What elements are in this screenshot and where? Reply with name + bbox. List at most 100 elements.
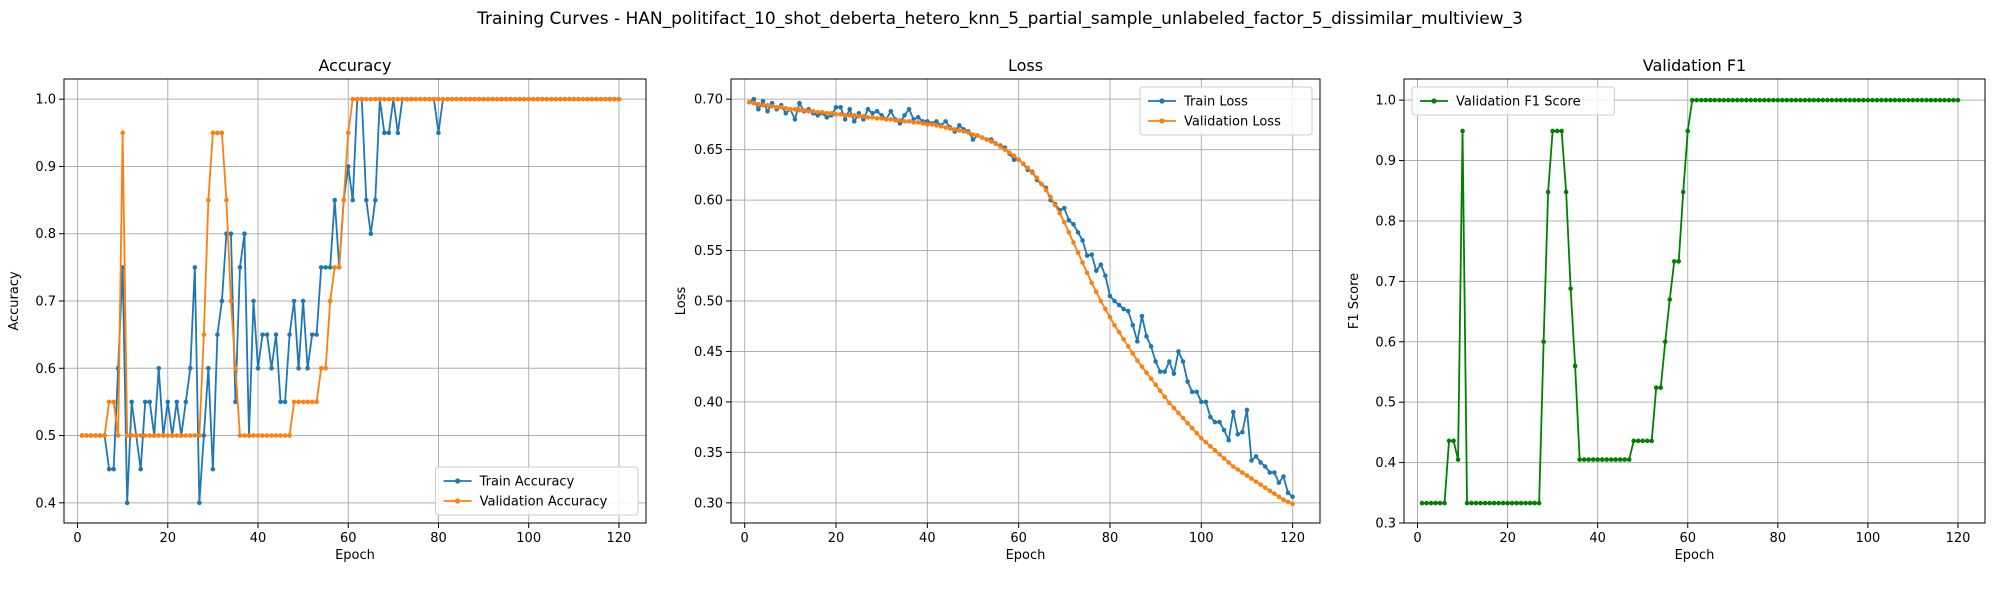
validation-accuracy-point bbox=[567, 96, 572, 102]
validation-f1-score-point bbox=[1446, 438, 1452, 444]
train-accuracy-point bbox=[287, 332, 292, 337]
validation-f1-score-point bbox=[1942, 97, 1947, 103]
validation-accuracy-point bbox=[318, 365, 324, 371]
validation-loss-point bbox=[1148, 376, 1154, 382]
validation-f1-score-point bbox=[1793, 97, 1799, 103]
train-loss-legend-marker bbox=[1159, 98, 1165, 104]
validation-accuracy-point bbox=[228, 298, 234, 304]
accuracy-plot-area bbox=[79, 96, 622, 506]
train-loss-point bbox=[1267, 470, 1273, 475]
validation-loss-point bbox=[765, 102, 770, 108]
train-accuracy-point bbox=[291, 298, 297, 304]
train-accuracy-point bbox=[228, 231, 234, 237]
validation-f1-score-point bbox=[1766, 97, 1772, 103]
validation-loss-point bbox=[1139, 364, 1145, 369]
validation-accuracy-point bbox=[589, 96, 595, 102]
validation-loss-point bbox=[1267, 488, 1273, 494]
validation-f1-score-point bbox=[1680, 189, 1686, 195]
validation-f1-score-point bbox=[1847, 97, 1853, 103]
train-accuracy-point bbox=[147, 399, 153, 405]
train-loss-point bbox=[751, 96, 757, 102]
validation-accuracy-point bbox=[377, 96, 383, 102]
train-loss-point bbox=[1062, 205, 1067, 211]
validation-accuracy-point bbox=[282, 433, 288, 438]
validation-f1-score-point bbox=[1478, 500, 1483, 506]
train-accuracy-point bbox=[111, 466, 116, 472]
train-loss-point bbox=[765, 108, 770, 114]
accuracy-legend: Train Accuracy Validation Accuracy bbox=[435, 466, 639, 516]
loss-ytick-label: 0.45 bbox=[694, 345, 723, 360]
train-loss-point bbox=[1244, 407, 1250, 413]
validation-loss-point bbox=[1276, 494, 1282, 500]
validation-f1-score-point bbox=[1482, 500, 1488, 506]
validation-loss-point bbox=[1144, 370, 1149, 375]
f1-chart: 0 20 40 60 80 100 120 0.3 0.4 0.5 0.6 0.7 0.8 0.9 1.0 V… bbox=[1347, 56, 1986, 563]
train-accuracy-point bbox=[300, 298, 306, 304]
validation-loss-point bbox=[1244, 473, 1250, 478]
train-loss-point bbox=[1272, 470, 1277, 475]
validation-f1-score-point bbox=[1658, 385, 1664, 390]
validation-f1-score-point bbox=[1906, 97, 1911, 103]
validation-f1-score-point bbox=[1748, 97, 1754, 103]
validation-loss-point bbox=[956, 128, 962, 133]
train-accuracy-point bbox=[210, 466, 216, 472]
validation-accuracy-point bbox=[616, 96, 622, 102]
train-loss-point bbox=[1230, 409, 1236, 415]
train-loss-point bbox=[1112, 298, 1117, 304]
train-accuracy-point bbox=[386, 130, 392, 136]
validation-f1-score-point bbox=[1613, 457, 1618, 462]
validation-loss-point bbox=[838, 112, 843, 117]
f1-ytick-label: 0.5 bbox=[1375, 396, 1396, 411]
accuracy-ytick-label: 0.6 bbox=[35, 362, 56, 377]
validation-loss-point bbox=[865, 115, 871, 120]
validation-accuracy-point bbox=[106, 399, 112, 405]
train-accuracy-point bbox=[327, 265, 333, 270]
train-accuracy-point bbox=[197, 500, 202, 506]
train-accuracy-point bbox=[165, 399, 171, 405]
train-loss-point bbox=[1098, 262, 1104, 267]
accuracy-ylabel: Accuracy bbox=[7, 271, 22, 331]
train-loss-point bbox=[1121, 306, 1126, 312]
validation-f1-score-point bbox=[1469, 500, 1474, 506]
validation-accuracy-point bbox=[585, 96, 590, 102]
train-loss-point bbox=[1171, 371, 1177, 376]
loss-ytick-label: 0.70 bbox=[694, 93, 723, 108]
validation-loss-point bbox=[760, 102, 766, 108]
validation-f1-score-point bbox=[1874, 97, 1880, 103]
train-loss-point bbox=[1135, 339, 1140, 344]
validation-f1-score-point bbox=[1604, 457, 1609, 462]
validation-f1-score-point bbox=[1622, 457, 1627, 462]
train-loss-point bbox=[1262, 464, 1268, 469]
validation-f1-score-point bbox=[1789, 97, 1794, 103]
validation-f1-score-point bbox=[1829, 97, 1835, 103]
validation-loss-point bbox=[934, 123, 939, 128]
validation-loss-point bbox=[911, 120, 916, 125]
validation-accuracy-point bbox=[373, 96, 378, 102]
train-loss-point bbox=[1208, 414, 1213, 420]
validation-loss-point bbox=[1171, 405, 1177, 411]
validation-accuracy-point bbox=[255, 433, 261, 438]
train-loss-point bbox=[1144, 334, 1149, 339]
validation-f1-score-point bbox=[1464, 500, 1470, 506]
train-accuracy-point bbox=[309, 332, 315, 337]
train-accuracy-point bbox=[305, 365, 310, 371]
loss-ytick-label: 0.50 bbox=[694, 295, 723, 310]
validation-loss-point bbox=[943, 125, 948, 130]
train-accuracy-point bbox=[215, 332, 220, 337]
validation-accuracy-point bbox=[363, 96, 369, 102]
validation-loss-point bbox=[769, 103, 775, 109]
f1-xtick-label: 60 bbox=[1679, 531, 1696, 546]
train-accuracy-point bbox=[242, 231, 247, 237]
validation-f1-score-point bbox=[1825, 97, 1830, 103]
validation-loss-point bbox=[1253, 479, 1259, 484]
validation-f1-score-point bbox=[1667, 297, 1673, 302]
train-accuracy-point bbox=[382, 130, 387, 136]
validation-f1-score-point bbox=[1852, 97, 1857, 103]
validation-f1-score-point bbox=[1698, 97, 1704, 103]
validation-f1-score-point bbox=[1879, 97, 1884, 103]
train-loss-point bbox=[934, 119, 939, 124]
validation-loss-point bbox=[961, 129, 967, 134]
validation-f1-score-point bbox=[1739, 97, 1745, 103]
train-accuracy-point bbox=[278, 399, 283, 405]
validation-accuracy-legend-marker bbox=[455, 498, 461, 504]
